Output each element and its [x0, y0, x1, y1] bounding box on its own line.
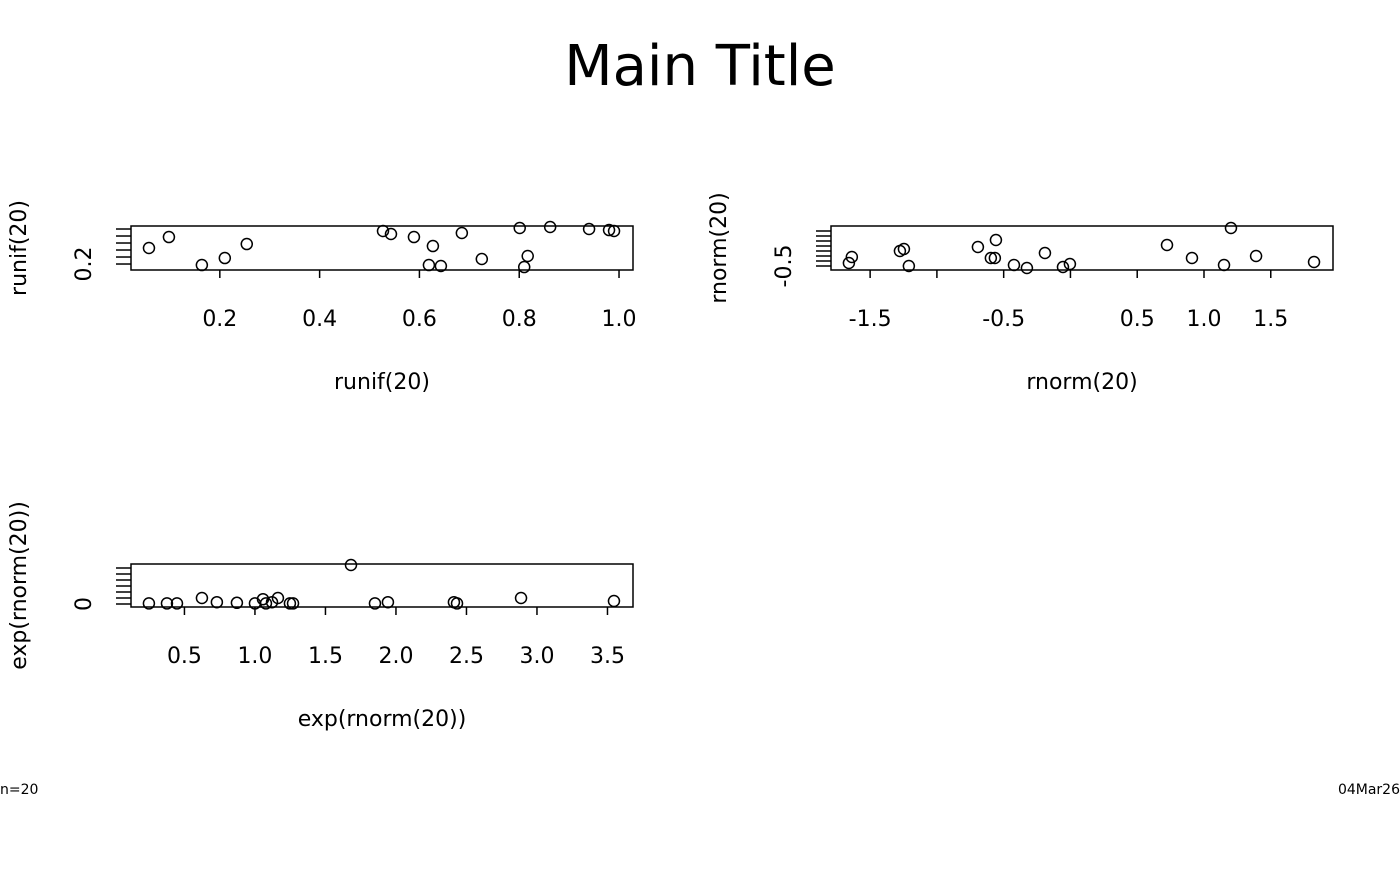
point [607, 224, 621, 238]
x-tick-label: 0.8 [502, 307, 537, 332]
point [368, 597, 382, 610]
point [1020, 261, 1034, 275]
point [422, 258, 436, 272]
point [842, 256, 856, 270]
point [162, 230, 176, 244]
point [1307, 255, 1321, 269]
point [142, 241, 156, 255]
point [989, 233, 1003, 247]
point [271, 591, 285, 605]
x-tick-label: 2.0 [378, 644, 413, 669]
point [897, 242, 911, 256]
point [283, 597, 297, 610]
point [1185, 251, 1199, 265]
x-tick-label: 1.0 [1186, 307, 1221, 332]
point [195, 591, 209, 605]
point [455, 226, 469, 240]
plot-box [830, 225, 1334, 271]
point [1038, 246, 1052, 260]
point [434, 259, 448, 273]
x-tick-label: 1.0 [237, 644, 272, 669]
point [1224, 221, 1238, 235]
point [1056, 260, 1070, 274]
x-tick-label: 3.0 [519, 644, 554, 669]
x-tick-label: 3.5 [590, 644, 625, 669]
point [971, 240, 985, 254]
point [259, 597, 273, 610]
point [1249, 249, 1263, 263]
point [902, 259, 916, 273]
point [160, 597, 174, 610]
point [1007, 258, 1021, 272]
point [344, 558, 358, 572]
x-tick-label: 2.5 [449, 644, 484, 669]
x-tick-label: 0.5 [167, 644, 202, 669]
y-tick-label: -0.5 [772, 245, 797, 288]
point [517, 260, 531, 274]
x-axis-label: rnorm(20) [1026, 370, 1137, 395]
point [230, 596, 244, 610]
x-tick-label: 0.6 [402, 307, 437, 332]
point [407, 230, 421, 244]
y-tick-label: 0 [72, 597, 97, 611]
x-tick-label: 1.0 [602, 307, 637, 332]
point [514, 591, 528, 605]
point [602, 223, 616, 237]
point [1160, 238, 1174, 252]
point [513, 221, 526, 235]
x-tick-label: 1.5 [1253, 307, 1288, 332]
point [475, 252, 489, 266]
x-tick-label: 1.5 [308, 644, 343, 669]
main-title: Main Title [564, 34, 836, 99]
point [286, 597, 300, 610]
point [142, 597, 156, 610]
point [984, 251, 998, 265]
point [218, 251, 232, 265]
point [240, 237, 254, 251]
point [543, 220, 557, 234]
point [1063, 257, 1077, 271]
point [195, 258, 209, 272]
point [170, 597, 184, 610]
x-axis-label: runif(20) [334, 370, 430, 395]
x-tick-label: -1.5 [849, 307, 892, 332]
point [376, 224, 390, 238]
x-tick-label: 0.4 [302, 307, 337, 332]
point [426, 239, 440, 253]
x-tick-label: 0.2 [202, 307, 237, 332]
x-axis-label: exp(rnorm(20)) [298, 707, 467, 732]
point [582, 222, 596, 236]
point [381, 595, 395, 609]
point [607, 594, 621, 608]
point [210, 595, 224, 609]
x-tick-label: 0.5 [1120, 307, 1155, 332]
y-axis-label: exp(rnorm(20)) [7, 501, 32, 670]
x-tick-label: -0.5 [982, 307, 1025, 332]
point [1217, 258, 1231, 272]
point [384, 227, 398, 241]
point [845, 250, 859, 264]
point [988, 251, 1002, 265]
y-axis-label: runif(20) [7, 200, 32, 296]
plot-box [130, 225, 634, 271]
y-tick-label: 0.2 [72, 247, 97, 282]
y-axis-label: rnorm(20) [707, 192, 732, 303]
footer-right: 04Mar26 [1338, 782, 1400, 798]
footer-left: n=20 [0, 782, 38, 798]
point [521, 249, 534, 263]
point [450, 597, 464, 610]
